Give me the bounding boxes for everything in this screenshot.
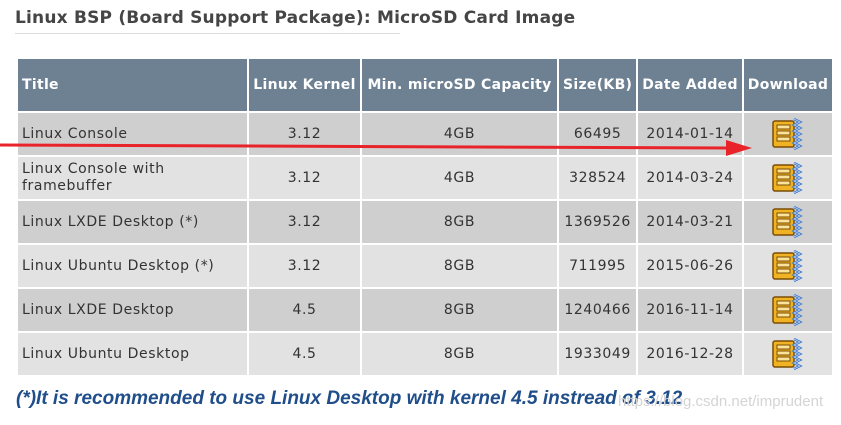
row-size: 1369526 xyxy=(556,199,639,245)
row-download xyxy=(741,287,835,333)
row-download xyxy=(741,111,835,157)
row-size: 711995 xyxy=(556,243,639,289)
zip-archive-icon[interactable] xyxy=(770,336,806,372)
header-kernel: Linux Kernel xyxy=(247,57,362,113)
row-date: 2016-11-14 xyxy=(636,287,744,333)
red-arrow-annotation xyxy=(0,140,752,156)
row-capacity: 4GB xyxy=(360,155,559,201)
row-capacity: 8GB xyxy=(360,331,559,377)
table-row: Linux Ubuntu Desktop (*) 3.12 8GB 711995… xyxy=(16,243,835,289)
row-size: 1933049 xyxy=(556,331,639,377)
table-header-row: Title Linux Kernel Min. microSD Capacity… xyxy=(16,57,835,113)
row-date: 2014-03-24 xyxy=(636,155,744,201)
header-download: Download xyxy=(741,57,835,113)
row-kernel: 3.12 xyxy=(247,111,362,157)
row-date: 2015-06-26 xyxy=(636,243,744,289)
header-size: Size(KB) xyxy=(556,57,639,113)
row-capacity: 4GB xyxy=(360,111,559,157)
title-divider xyxy=(15,33,400,34)
row-kernel: 4.5 xyxy=(247,331,362,377)
zip-archive-icon[interactable] xyxy=(770,160,806,196)
row-title: Linux LXDE Desktop xyxy=(16,287,249,333)
row-size: 328524 xyxy=(556,155,639,201)
zip-archive-icon[interactable] xyxy=(770,292,806,328)
zip-archive-icon[interactable] xyxy=(770,204,806,240)
row-download xyxy=(741,155,835,201)
row-download xyxy=(741,199,835,245)
zip-archive-icon[interactable] xyxy=(770,248,806,284)
row-title: Linux Console with framebuffer xyxy=(16,155,249,201)
table-row: Linux Console with framebuffer 3.12 4GB … xyxy=(16,155,835,201)
bsp-image-table: Title Linux Kernel Min. microSD Capacity… xyxy=(16,57,835,377)
table-row: Linux Ubuntu Desktop 4.5 8GB 1933049 201… xyxy=(16,331,835,377)
row-title: Linux Ubuntu Desktop (*) xyxy=(16,243,249,289)
row-download xyxy=(741,331,835,377)
watermark: https://blog.csdn.net/imprudent xyxy=(618,393,824,410)
header-title: Title xyxy=(16,57,249,113)
row-date: 2014-03-21 xyxy=(636,199,744,245)
row-kernel: 3.12 xyxy=(247,199,362,245)
row-kernel: 3.12 xyxy=(247,243,362,289)
row-date: 2016-12-28 xyxy=(636,331,744,377)
header-date: Date Added xyxy=(636,57,744,113)
row-title: Linux Console xyxy=(16,111,249,157)
header-capacity: Min. microSD Capacity xyxy=(360,57,559,113)
row-title: Linux Ubuntu Desktop xyxy=(16,331,249,377)
row-capacity: 8GB xyxy=(360,199,559,245)
row-kernel: 4.5 xyxy=(247,287,362,333)
recommendation-note: (*)It is recommended to use Linux Deskto… xyxy=(16,388,683,409)
table-row: Linux LXDE Desktop 4.5 8GB 1240466 2016-… xyxy=(16,287,835,333)
row-capacity: 8GB xyxy=(360,243,559,289)
zip-archive-icon[interactable] xyxy=(770,116,806,152)
row-kernel: 3.12 xyxy=(247,155,362,201)
row-download xyxy=(741,243,835,289)
row-size: 1240466 xyxy=(556,287,639,333)
row-capacity: 8GB xyxy=(360,287,559,333)
table-row: Linux LXDE Desktop (*) 3.12 8GB 1369526 … xyxy=(16,199,835,245)
row-title: Linux LXDE Desktop (*) xyxy=(16,199,249,245)
page-title: Linux BSP (Board Support Package): Micro… xyxy=(15,8,576,28)
